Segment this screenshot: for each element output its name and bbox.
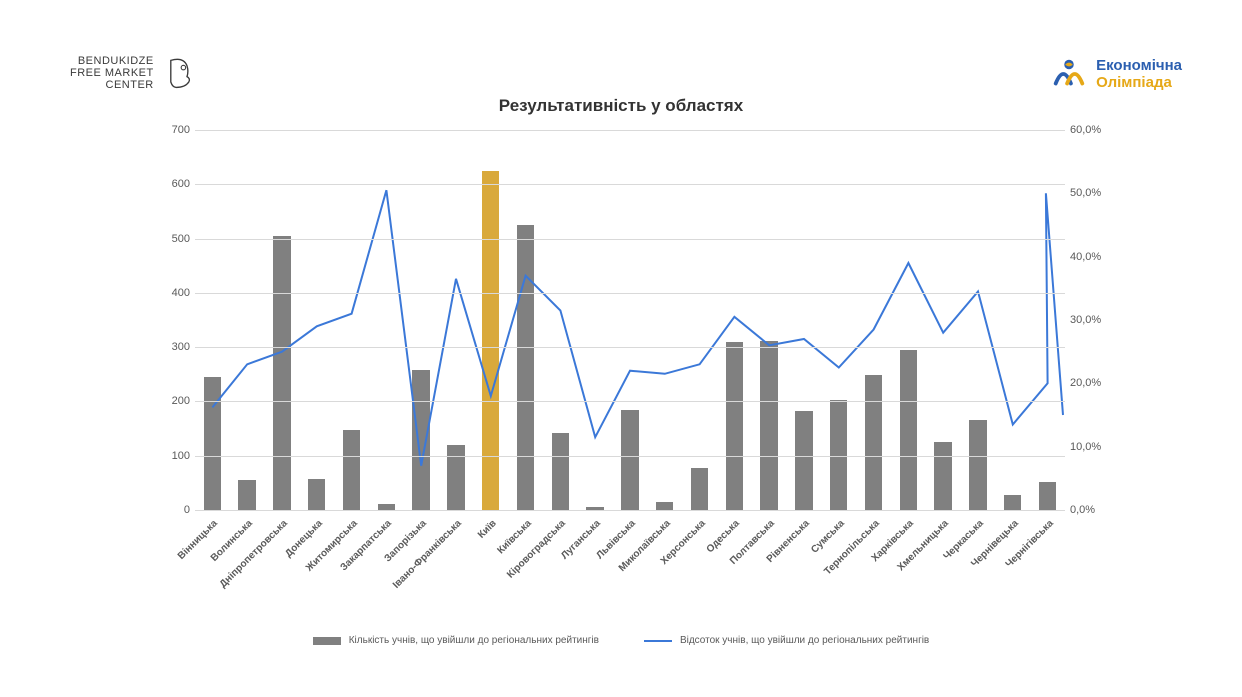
y-right-tick: 20,0% <box>1070 377 1120 389</box>
plot-area: 0100200300400500600700 0,0%10,0%20,0%30,… <box>195 130 1065 510</box>
y-left-tick: 700 <box>150 124 190 136</box>
x-label: Івано-Франківська <box>391 518 464 591</box>
gridline <box>195 401 1065 402</box>
legend-item-bar: Кількість учнів, що увійшли до регіональ… <box>313 635 599 646</box>
y-left-tick: 0 <box>150 504 190 516</box>
legend-line-label: Відсоток учнів, що увійшли до регіональн… <box>680 635 929 646</box>
legend-item-line: Відсоток учнів, що увійшли до регіональн… <box>644 635 929 646</box>
legend-bar-label: Кількість учнів, що увійшли до регіональ… <box>349 635 599 646</box>
logo-bendukidze: BENDUKIDZE FREE MARKET CENTER <box>70 55 196 91</box>
chart-title: Результативність у областях <box>0 96 1242 116</box>
y-right-tick: 50,0% <box>1070 187 1120 199</box>
x-label: Київ <box>476 518 499 541</box>
logo-right-line2: Олімпіада <box>1096 74 1182 91</box>
gridline <box>195 347 1065 348</box>
line-series <box>212 190 1063 466</box>
y-right-tick: 60,0% <box>1070 124 1120 136</box>
head-profile-icon <box>160 55 196 91</box>
y-left-tick: 400 <box>150 287 190 299</box>
logo-line1: BENDUKIDZE <box>70 55 154 67</box>
gridline <box>195 456 1065 457</box>
logo-olimpiada: Економічна Олімпіада <box>1050 55 1182 93</box>
y-right-tick: 40,0% <box>1070 251 1120 263</box>
y-left-tick: 100 <box>150 450 190 462</box>
gridline <box>195 130 1065 131</box>
y-left-tick: 500 <box>150 233 190 245</box>
y-axis-right: 0,0%10,0%20,0%30,0%40,0%50,0%60,0% <box>1070 130 1120 510</box>
gridline <box>195 510 1065 511</box>
y-right-tick: 0,0% <box>1070 504 1120 516</box>
y-left-tick: 600 <box>150 178 190 190</box>
gridline <box>195 184 1065 185</box>
x-label: Дніпропетровська <box>218 518 290 590</box>
logo-left-text: BENDUKIDZE FREE MARKET CENTER <box>70 55 154 91</box>
logo-line2: FREE MARKET <box>70 67 154 79</box>
logo-right-text: Економічна Олімпіада <box>1096 57 1182 92</box>
y-left-tick: 200 <box>150 395 190 407</box>
y-axis-left: 0100200300400500600700 <box>150 130 190 510</box>
y-right-tick: 10,0% <box>1070 441 1120 453</box>
legend-swatch-line <box>644 640 672 642</box>
gridline <box>195 293 1065 294</box>
y-right-tick: 30,0% <box>1070 314 1120 326</box>
olimpiada-icon <box>1050 55 1088 93</box>
logo-line3: CENTER <box>70 79 154 91</box>
line-overlay <box>195 130 1065 510</box>
legend-swatch-bar <box>313 637 341 645</box>
y-left-tick: 300 <box>150 341 190 353</box>
legend: Кількість учнів, що увійшли до регіональ… <box>0 635 1242 646</box>
logo-right-line1: Економічна <box>1096 57 1182 74</box>
gridline <box>195 239 1065 240</box>
chart: 0100200300400500600700 0,0%10,0%20,0%30,… <box>195 130 1065 510</box>
